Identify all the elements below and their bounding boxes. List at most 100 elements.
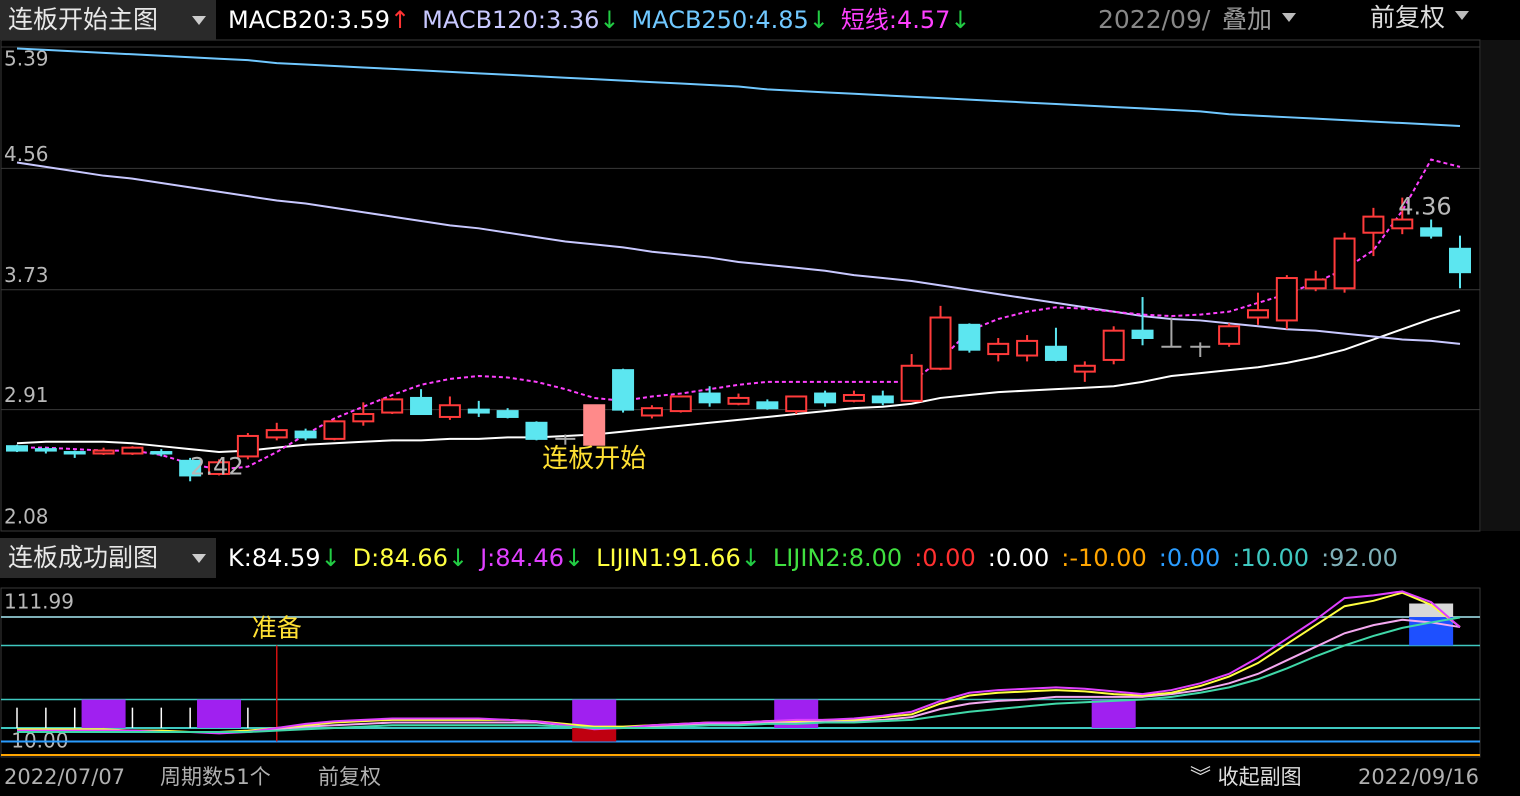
legend-item: : -10.00 bbox=[1061, 538, 1146, 578]
legend-item: :0.00 bbox=[914, 538, 976, 578]
legend-item: D:84.66 ↓ bbox=[353, 538, 468, 578]
legend-item: LIJIN1:91.66 ↓ bbox=[596, 538, 761, 578]
indicator-line bbox=[16, 47, 1461, 127]
legend-value: 84.59 bbox=[251, 544, 321, 572]
legend-value: 91.66 bbox=[672, 544, 741, 572]
legend-value: -10.00 bbox=[1069, 544, 1147, 572]
candle-body bbox=[525, 421, 548, 440]
candle-body bbox=[1304, 278, 1327, 290]
legend-arrow: ↓ bbox=[950, 6, 971, 34]
candle-body bbox=[208, 461, 231, 475]
candle-body bbox=[1218, 325, 1241, 345]
legend-value: 0.00 bbox=[1166, 544, 1221, 572]
legend-separator: : bbox=[888, 6, 897, 34]
candle-body bbox=[265, 429, 288, 439]
candle-body bbox=[179, 459, 202, 477]
legend-separator: : bbox=[914, 544, 923, 572]
indicator-line bbox=[16, 161, 1461, 345]
candle-body bbox=[756, 401, 779, 410]
main-indicator-dropdown[interactable]: 连板开始主图 bbox=[0, 0, 216, 40]
legend-arrow: ↓ bbox=[563, 544, 585, 572]
adjust-label: 前复权 bbox=[318, 765, 381, 789]
legend-separator: : bbox=[537, 6, 546, 34]
indicator-line bbox=[16, 309, 1461, 454]
legend-separator: : bbox=[747, 6, 756, 34]
legend-name: MACB250 bbox=[631, 6, 748, 34]
legend-value: 3.36 bbox=[545, 6, 600, 34]
legend-separator: : bbox=[243, 544, 252, 572]
legend-item: MACB20:3.59 ↑ bbox=[228, 0, 410, 40]
legend-name: LIJIN2 bbox=[772, 544, 841, 572]
legend-separator: : bbox=[663, 544, 672, 572]
candle-body bbox=[727, 396, 750, 405]
sub-indicator-dropdown[interactable]: 连板成功副图 bbox=[0, 538, 216, 578]
main-legend: MACB20:3.59 ↑ MACB120:3.36 ↓ MACB250:4.85 ↓ 短线… bbox=[228, 0, 1088, 40]
candle-body bbox=[467, 408, 490, 414]
overlay-dropdown[interactable]: 叠加 bbox=[1222, 2, 1296, 38]
legend-value: 84.46 bbox=[495, 544, 564, 572]
candle-body bbox=[34, 448, 57, 452]
legend-item: K:84.59 ↓ bbox=[228, 538, 341, 578]
candle-body bbox=[6, 445, 28, 452]
indicator-line bbox=[17, 158, 1461, 471]
signal-box bbox=[572, 699, 617, 728]
candle-body bbox=[1073, 364, 1096, 373]
legend-arrow: ↓ bbox=[447, 544, 469, 572]
annotation: 连板开始 bbox=[542, 444, 646, 474]
indicator-line bbox=[17, 616, 1461, 734]
candle-body bbox=[294, 430, 317, 439]
candle-body bbox=[814, 392, 837, 404]
legend-separator: : bbox=[1321, 544, 1330, 572]
legend-value: 4.85 bbox=[755, 6, 809, 34]
legend-name: K bbox=[228, 544, 244, 572]
y-tick-label: 4.56 bbox=[4, 142, 49, 166]
legend-separator: : bbox=[328, 6, 337, 34]
candle-body bbox=[987, 342, 1010, 356]
candle-body bbox=[1449, 247, 1471, 274]
adjust-dropdown[interactable]: 前复权 bbox=[1370, 0, 1469, 36]
legend-value: 8.00 bbox=[848, 544, 903, 572]
candle-body bbox=[842, 394, 865, 402]
legend-value: 0.00 bbox=[995, 544, 1050, 572]
candle-body bbox=[698, 392, 721, 404]
legend-name: MACB20 bbox=[228, 6, 329, 34]
legend-arrow: ↓ bbox=[320, 544, 341, 572]
legend-name: LIJIN1 bbox=[596, 544, 664, 572]
candle-body bbox=[1391, 218, 1414, 230]
legend-arrow: ↓ bbox=[599, 6, 620, 34]
high-label: 4.36 bbox=[1398, 193, 1451, 221]
candle-body bbox=[1420, 227, 1443, 237]
candle-body bbox=[612, 369, 635, 411]
legend-value: 10.00 bbox=[1240, 544, 1310, 572]
candle-body bbox=[785, 395, 808, 413]
y-tick-label: 3.73 bbox=[4, 263, 49, 287]
legend-item: LIJIN2:8.00 bbox=[773, 538, 902, 578]
candle-body bbox=[1016, 339, 1039, 357]
candle-body bbox=[929, 316, 952, 370]
candle-body bbox=[1333, 237, 1356, 290]
plot-frame bbox=[0, 587, 1481, 758]
legend-separator: : bbox=[1158, 544, 1167, 572]
candle-body bbox=[583, 404, 606, 446]
legend-value: 0.00 bbox=[922, 544, 976, 572]
signal-box bbox=[1091, 699, 1136, 728]
period-count: 周期数51个 bbox=[160, 765, 271, 789]
y-tick-label: 111.99 bbox=[4, 590, 74, 614]
collapse-sub-chart[interactable]: ︾ 收起副图 bbox=[1190, 765, 1302, 789]
legend-separator: : bbox=[487, 544, 496, 572]
legend-separator: : bbox=[1061, 544, 1070, 572]
candle-body bbox=[323, 420, 346, 440]
sub-legend: K:84.59 ↓ D:84.66 ↓ J:84.46 ↓ LIJIN1:91.66 ↓ LIJ… bbox=[228, 538, 1518, 578]
candle-body bbox=[438, 404, 461, 418]
legend-name: D bbox=[352, 544, 372, 572]
candle-body bbox=[1275, 277, 1298, 322]
legend-name: J bbox=[480, 544, 488, 572]
candle-body bbox=[381, 398, 404, 414]
legend-item: 短线:4.57 ↓ bbox=[841, 0, 971, 40]
y-tick-label: 2.08 bbox=[4, 505, 49, 529]
legend-name: MACB120 bbox=[422, 6, 538, 34]
candle-body bbox=[496, 410, 519, 418]
candle-body bbox=[150, 451, 173, 455]
start-date: 2022/07/07 bbox=[4, 765, 126, 789]
